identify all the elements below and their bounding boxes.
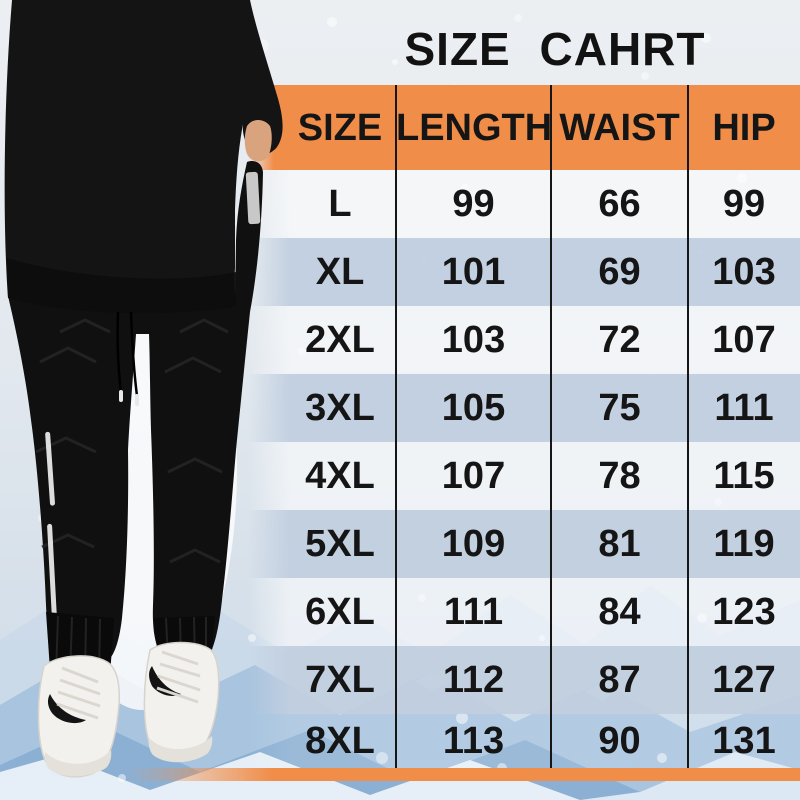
size-chart-row-7xl: 7XL 112 87 127 — [248, 646, 800, 714]
size-chart-row-4xl: 4XL 107 78 115 — [248, 442, 800, 510]
header-cell-waist: WAIST — [559, 106, 680, 149]
cell-length: 109 — [441, 523, 506, 565]
bottom-accent-bar — [128, 768, 800, 781]
cell-waist: 78 — [598, 455, 641, 497]
cell-waist: 72 — [598, 319, 641, 361]
cell-waist: 75 — [598, 387, 641, 429]
cell-length: 101 — [441, 251, 506, 293]
cell-size: L — [328, 183, 352, 225]
header-cell-size: SIZE — [297, 106, 383, 149]
size-chart-row-3xl: 3XL 105 75 111 — [248, 374, 800, 442]
cell-size: 4XL — [305, 455, 375, 497]
cell-size: XL — [315, 251, 365, 293]
cell-hip: 119 — [713, 523, 775, 565]
column-divider-1 — [395, 85, 397, 768]
cell-waist: 81 — [598, 523, 641, 565]
cell-waist: 90 — [598, 720, 641, 762]
size-chart-row-6xl: 6XL 111 84 123 — [248, 578, 800, 646]
size-chart-row-l: L 99 66 99 — [248, 170, 800, 238]
cell-length: 113 — [442, 720, 505, 762]
column-divider-2 — [550, 85, 552, 768]
cell-waist: 66 — [598, 183, 641, 225]
cell-hip: 107 — [712, 319, 776, 361]
cell-size: 2XL — [305, 319, 375, 361]
cell-hip: 103 — [712, 251, 776, 293]
cell-hip: 111 — [714, 387, 774, 429]
cell-length: 105 — [441, 387, 506, 429]
size-chart: SIZE LENGTH WAIST HIP L 99 66 99 XL 101 … — [248, 85, 800, 768]
cell-size: 7XL — [305, 659, 375, 701]
column-divider-3 — [687, 85, 689, 768]
header-cell-length: LENGTH — [396, 106, 553, 149]
header-cell-hip: HIP — [712, 106, 776, 149]
cell-size: 5XL — [305, 523, 375, 565]
size-chart-row-2xl: 2XL 103 72 107 — [248, 306, 800, 374]
size-chart-header-row: SIZE LENGTH WAIST HIP — [248, 85, 800, 170]
cell-hip: 99 — [722, 183, 766, 225]
size-chart-row-5xl: 5XL 109 81 119 — [248, 510, 800, 578]
cell-hip: 123 — [712, 591, 776, 633]
cell-length: 99 — [452, 183, 495, 225]
cell-length: 111 — [443, 591, 504, 633]
cell-waist: 69 — [598, 251, 641, 293]
cell-length: 107 — [441, 455, 506, 497]
size-chart-row-xl: XL 101 69 103 — [248, 238, 800, 306]
snow-glow — [47, 230, 237, 710]
cell-hip: 115 — [713, 455, 775, 497]
cell-length: 112 — [442, 659, 505, 701]
cell-size: 8XL — [305, 720, 375, 762]
page-title: SIZE CAHRT — [404, 23, 706, 75]
cell-size: 3XL — [305, 387, 375, 429]
cell-size: 6XL — [305, 591, 375, 633]
cell-hip: 131 — [712, 720, 776, 762]
cell-waist: 87 — [598, 659, 641, 701]
cell-hip: 127 — [712, 659, 776, 701]
size-chart-row-8xl: 8XL 113 90 131 — [248, 714, 800, 768]
cell-length: 103 — [441, 319, 506, 361]
cell-waist: 84 — [598, 591, 641, 633]
